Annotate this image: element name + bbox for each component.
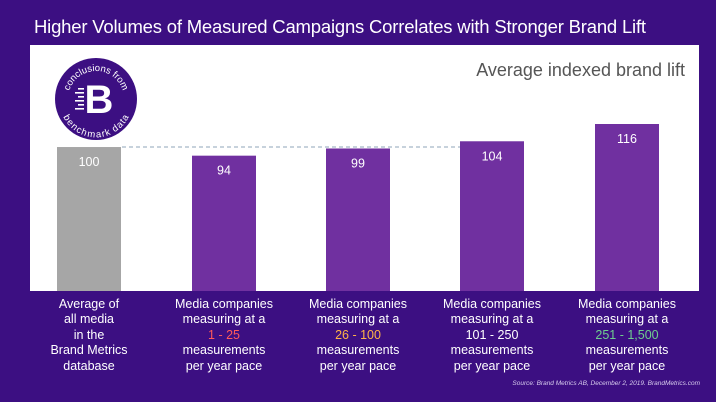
category-label-3: Media companies measuring at a 101 - 250 me…: [427, 297, 557, 374]
category-label-line: in the: [73, 327, 105, 342]
badge-letter: B: [85, 78, 114, 122]
bar-2: [326, 148, 390, 291]
category-label-0: Average of all media in the Brand Metrics da…: [24, 297, 154, 374]
category-label-4: Media companies measuring at a 251 - 1,500…: [562, 297, 692, 374]
bar-1: [192, 155, 256, 291]
category-label-line: Media companies: [578, 297, 676, 311]
bar-4: [595, 124, 659, 291]
bar-value-label: 100: [79, 155, 100, 169]
category-label-line: all media: [63, 312, 115, 327]
bar-value-label: 99: [351, 156, 365, 170]
category-label-line: measurements: [585, 343, 669, 358]
bar-value-label: 104: [482, 149, 503, 163]
category-label-line: 251 - 1,500: [595, 327, 659, 342]
chart-subtitle: Average indexed brand lift: [476, 60, 685, 80]
category-label-line: measuring at a: [182, 312, 266, 327]
page-title: Higher Volumes of Measured Campaigns Cor…: [34, 16, 646, 37]
category-label-line: per year pace: [185, 358, 263, 373]
category-label-line: measurements: [316, 343, 400, 358]
category-label-line: measuring at a: [450, 312, 534, 327]
category-label-line: Media companies: [443, 297, 541, 311]
category-label-line: 26 - 100: [335, 327, 381, 342]
category-label-line: per year pace: [319, 358, 397, 373]
bar-0: [57, 147, 121, 291]
bar-value-label: 94: [217, 164, 231, 178]
category-label-line: Media companies: [175, 297, 273, 311]
category-label-line: measurements: [450, 343, 534, 358]
source-note: Source: Brand Metrics AB, December 2, 20…: [512, 380, 700, 387]
category-label-line: 101 - 250: [465, 327, 519, 342]
category-label-line: per year pace: [588, 358, 666, 373]
category-label-line: measurements: [182, 343, 266, 358]
category-label-line: Media companies: [309, 297, 407, 311]
bar-3: [460, 141, 524, 291]
category-label-line: measuring at a: [585, 312, 669, 327]
category-label-2: Media companies measuring at a 26 - 100 mea…: [293, 297, 423, 374]
category-label-line: per year pace: [453, 358, 531, 373]
category-label-line: database: [63, 358, 115, 373]
category-label-line: 1 - 25: [208, 327, 240, 342]
bar-value-label: 116: [617, 132, 637, 146]
category-label-line: Average of: [58, 297, 120, 311]
category-label-line: Brand Metrics: [50, 343, 128, 358]
badge-lines-icon: [75, 88, 84, 110]
category-label-line: measuring at a: [316, 312, 400, 327]
conclusions-badge-icon: conclusions from benchmark data B: [55, 58, 137, 141]
